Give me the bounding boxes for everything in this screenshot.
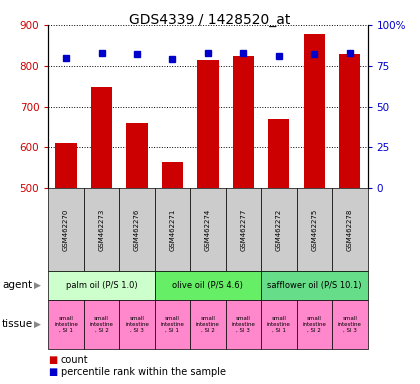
Bar <box>197 60 218 188</box>
Text: count: count <box>61 355 89 365</box>
Text: ■: ■ <box>48 355 58 365</box>
Text: GSM462270: GSM462270 <box>63 208 69 251</box>
Bar <box>55 143 77 188</box>
Text: agent: agent <box>2 280 32 290</box>
Text: small
intestine
, SI 3: small intestine , SI 3 <box>125 316 149 333</box>
Text: small
intestine
, SI 2: small intestine , SI 2 <box>302 316 326 333</box>
Text: GSM462278: GSM462278 <box>347 208 353 251</box>
Bar <box>126 123 147 188</box>
Bar <box>304 34 325 188</box>
Text: ▶: ▶ <box>34 281 40 290</box>
Bar <box>162 162 183 188</box>
Text: olive oil (P/S 4.6): olive oil (P/S 4.6) <box>173 281 243 290</box>
Text: safflower oil (P/S 10.1): safflower oil (P/S 10.1) <box>267 281 362 290</box>
Text: GSM462273: GSM462273 <box>99 208 105 251</box>
Text: palm oil (P/S 1.0): palm oil (P/S 1.0) <box>66 281 137 290</box>
Text: GSM462274: GSM462274 <box>205 208 211 251</box>
Text: small
intestine
, SI 2: small intestine , SI 2 <box>89 316 113 333</box>
Bar <box>268 119 289 188</box>
Text: GSM462272: GSM462272 <box>276 208 282 251</box>
Text: small
intestine
, SI 3: small intestine , SI 3 <box>338 316 362 333</box>
Text: ▶: ▶ <box>34 319 40 329</box>
Bar <box>339 55 360 188</box>
Text: percentile rank within the sample: percentile rank within the sample <box>61 367 226 377</box>
Text: small
intestine
, SI 1: small intestine , SI 1 <box>160 316 184 333</box>
Text: GSM462277: GSM462277 <box>240 208 247 251</box>
Bar <box>91 87 112 188</box>
Text: GSM462271: GSM462271 <box>169 208 176 251</box>
Text: GSM462275: GSM462275 <box>311 208 317 251</box>
Text: ■: ■ <box>48 367 58 377</box>
Bar <box>233 56 254 188</box>
Text: GSM462276: GSM462276 <box>134 208 140 251</box>
Text: small
intestine
, SI 1: small intestine , SI 1 <box>267 316 291 333</box>
Text: GDS4339 / 1428520_at: GDS4339 / 1428520_at <box>129 13 291 27</box>
Text: small
intestine
, SI 2: small intestine , SI 2 <box>196 316 220 333</box>
Text: small
intestine
, SI 3: small intestine , SI 3 <box>231 316 255 333</box>
Text: tissue: tissue <box>2 319 33 329</box>
Text: small
intestine
, SI 1: small intestine , SI 1 <box>54 316 78 333</box>
